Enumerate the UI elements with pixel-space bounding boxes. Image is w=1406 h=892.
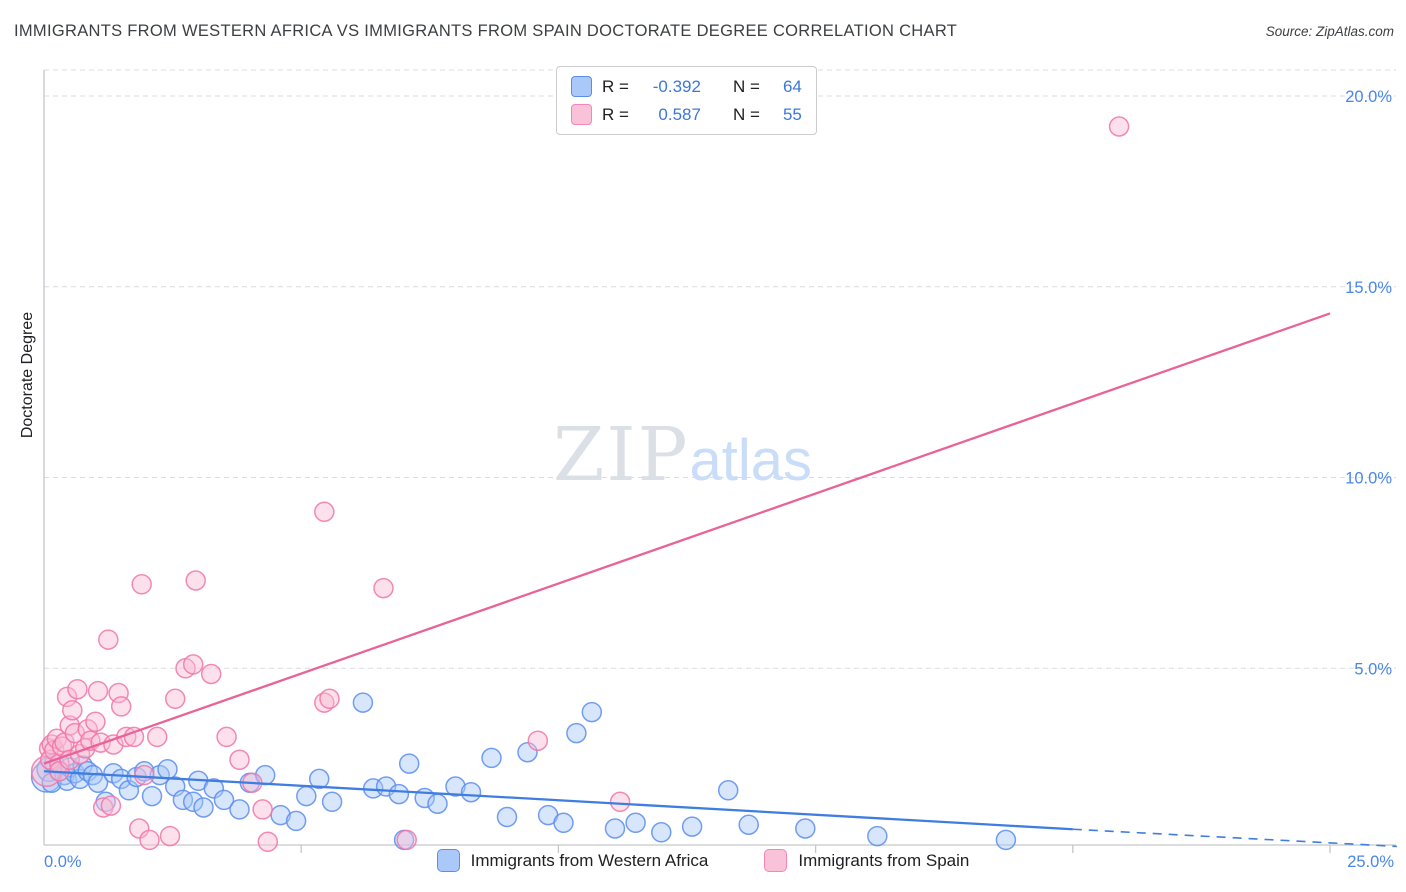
r-value: 0.587	[658, 104, 701, 124]
r-label: R =	[602, 104, 629, 124]
x-axis-min-label: 0.0%	[44, 853, 82, 871]
correlation-legend: R = -0.392 N = 64 R = 0.587 N = 55	[556, 66, 817, 135]
correlation-legend-row-western-africa: R = -0.392 N = 64	[571, 76, 802, 97]
series-legend: Immigrants from Western Africa Immigrant…	[0, 849, 1406, 872]
spain-swatch-icon	[764, 849, 788, 872]
y-axis-title: Doctorate Degree	[19, 311, 36, 439]
legend-item-spain: Immigrants from Spain	[764, 849, 969, 872]
source-label[interactable]: Source: ZipAtlas.com	[1265, 24, 1394, 39]
legend-label: Immigrants from Western Africa	[470, 850, 709, 870]
svg-text:5.0%: 5.0%	[1354, 660, 1392, 678]
page-title: IMMIGRANTS FROM WESTERN AFRICA VS IMMIGR…	[14, 22, 958, 40]
western-africa-swatch-icon	[571, 76, 592, 97]
n-label: N =	[732, 104, 760, 124]
legend-label: Immigrants from Spain	[798, 850, 970, 870]
correlation-legend-row-spain: R = 0.587 N = 55	[571, 104, 802, 125]
svg-text:20.0%: 20.0%	[1345, 88, 1392, 106]
n-value: 55	[782, 104, 802, 124]
r-label: R =	[602, 76, 629, 96]
spain-swatch-icon	[571, 104, 592, 125]
x-axis-max-label: 25.0%	[1347, 853, 1394, 871]
r-value: -0.392	[652, 76, 701, 96]
n-label: N =	[732, 76, 760, 96]
legend-item-western-africa: Immigrants from Western Africa	[436, 849, 709, 872]
svg-text:10.0%: 10.0%	[1345, 470, 1392, 488]
n-value: 64	[782, 76, 802, 96]
svg-text:15.0%: 15.0%	[1345, 279, 1392, 297]
western-africa-swatch-icon	[436, 849, 460, 872]
